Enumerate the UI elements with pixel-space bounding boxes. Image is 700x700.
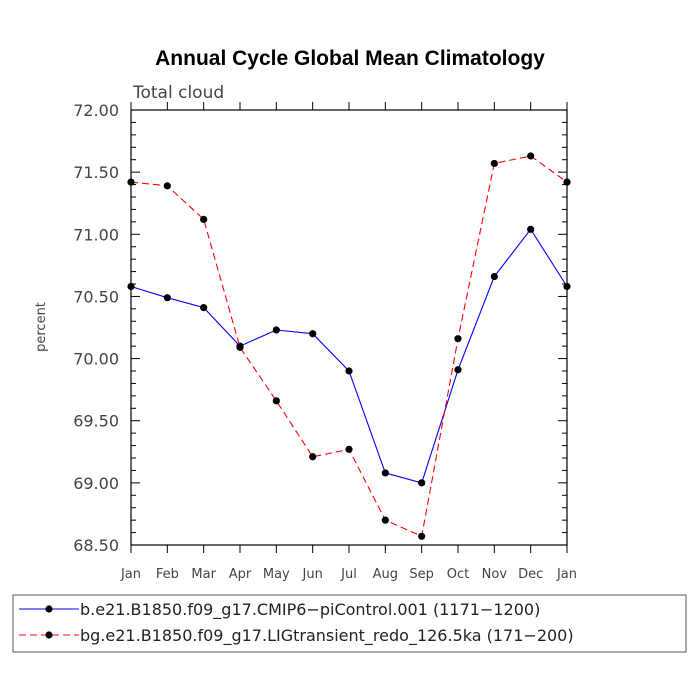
legend-box xyxy=(12,594,687,653)
series-line-1 xyxy=(130,155,568,538)
y-tick-label: 71.50 xyxy=(73,163,119,182)
y-tick-label: 69.00 xyxy=(73,474,119,493)
x-tick-label: Sep xyxy=(409,567,434,582)
series-0-point xyxy=(490,272,498,281)
x-tick-label: Jul xyxy=(340,567,357,582)
x-tick-label: Apr xyxy=(229,567,252,582)
series-0-point xyxy=(527,225,535,233)
series-1-point xyxy=(418,532,426,540)
legend-label-1: bg.e21.B1850.f09_g17.LIGtransient_redo_1… xyxy=(80,626,574,646)
x-tick-label: Jun xyxy=(302,567,323,582)
ticks-layer: 68.50 69.00 69.50 70.00 70.50 71.00 71.50 72.00… xyxy=(73,101,577,582)
x-tick-label: Jan xyxy=(556,567,577,582)
series-0-point xyxy=(345,367,353,375)
series-1-point xyxy=(127,178,135,186)
series-0-point xyxy=(381,469,389,477)
x-tick-label: Oct xyxy=(447,567,469,582)
series-0-point xyxy=(200,304,208,312)
x-tick-label: Nov xyxy=(482,567,508,582)
series-0-point xyxy=(309,330,317,338)
series-1-point xyxy=(345,445,353,453)
y-tick-label: 71.00 xyxy=(73,225,119,244)
series-1-point xyxy=(309,453,317,461)
x-tick-label: Mar xyxy=(191,567,216,582)
x-tick-label: Feb xyxy=(156,567,179,582)
chart-subtitle: Total cloud xyxy=(132,83,224,103)
x-tick-label: Jan xyxy=(120,567,141,582)
y-tick-label: 70.50 xyxy=(73,287,119,306)
series-1-point xyxy=(563,178,571,186)
y-tick-label: 72.00 xyxy=(73,101,119,120)
y-tick-label: 70.00 xyxy=(73,350,119,369)
series-1-point xyxy=(527,152,535,160)
chart-title: Annual Cycle Global Mean Climatology xyxy=(155,47,545,70)
series-1-point xyxy=(490,159,498,168)
y-tick-label: 69.50 xyxy=(73,412,119,431)
legend-marker-0 xyxy=(45,605,53,613)
x-tick-label: Dec xyxy=(518,567,543,582)
series-1-point xyxy=(272,397,280,405)
series-1-point xyxy=(163,182,171,190)
series-1-point xyxy=(200,215,208,223)
series-1-point xyxy=(236,343,244,351)
legend: b.e21.B1850.f09_g17.CMIP6−piControl.001 … xyxy=(19,600,574,646)
y-tick-label: 68.50 xyxy=(73,536,119,555)
series-1-point xyxy=(454,335,462,343)
legend-marker-1 xyxy=(45,631,53,639)
series-0-point xyxy=(563,282,571,291)
series-1-point xyxy=(381,516,389,524)
series-0-point xyxy=(163,294,171,302)
series-0-point xyxy=(127,282,135,291)
legend-label-0: b.e21.B1850.f09_g17.CMIP6−piControl.001 … xyxy=(80,600,540,620)
series-0-point xyxy=(272,326,280,334)
series-line-0 xyxy=(130,228,568,484)
series-layer xyxy=(127,152,571,540)
series-0-point xyxy=(454,366,462,374)
x-tick-label: May xyxy=(263,567,290,582)
series-0-point xyxy=(418,479,426,487)
x-tick-label: Aug xyxy=(373,567,398,582)
y-axis-label: percent xyxy=(34,302,49,352)
plot-frame xyxy=(130,109,568,546)
